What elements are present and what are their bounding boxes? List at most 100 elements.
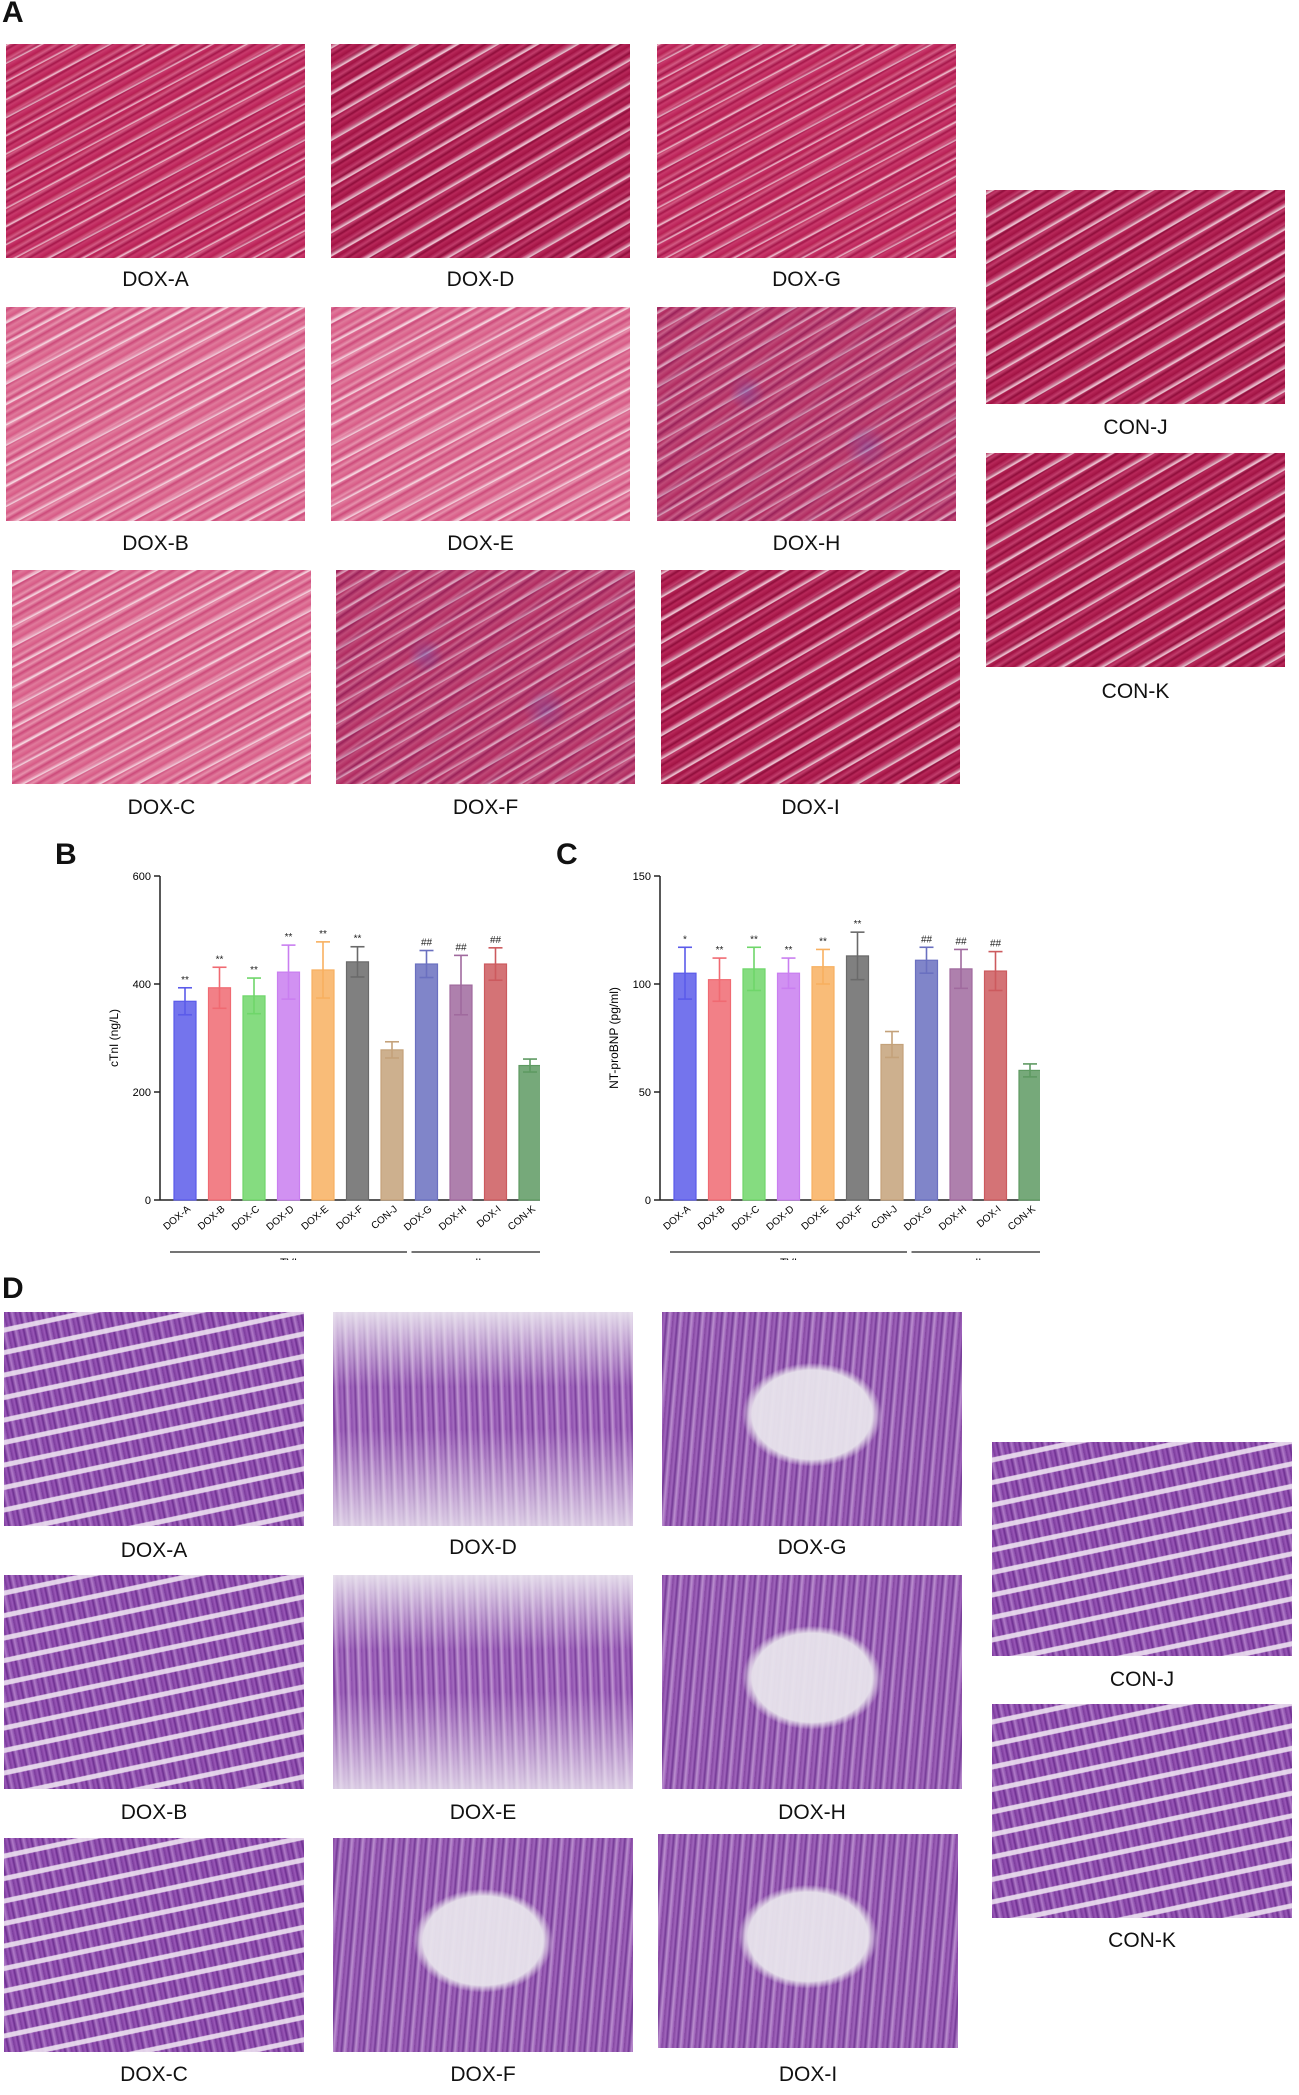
panel-c-letter: C — [556, 838, 578, 871]
group-label-ii: II — [975, 1257, 981, 1260]
significance-mark: ** — [181, 975, 189, 986]
bar-dox-d — [776, 972, 801, 1201]
significance-mark: ** — [250, 965, 258, 976]
bar-dox-h — [949, 968, 973, 1201]
histology-image-heart-dox-c — [12, 570, 311, 784]
bar-dox-f — [345, 961, 370, 1201]
significance-mark: ** — [854, 919, 862, 930]
x-tick-label: DOX-D — [765, 1204, 797, 1233]
x-tick-label: DOX-F — [335, 1204, 366, 1232]
caption-heart-con-k: CON-K — [1101, 680, 1170, 703]
bar-con-k — [518, 1064, 540, 1201]
histology-image-heart-dox-e — [331, 307, 630, 521]
caption-intestine-dox-e: DOX-E — [449, 1801, 517, 1824]
x-tick-label: DOX-F — [835, 1204, 866, 1232]
x-tick-label: DOX-H — [937, 1204, 969, 1233]
y-tick-label: 400 — [133, 979, 151, 991]
x-tick-label: DOX-C — [730, 1204, 762, 1233]
histology-image-intestine-dox-i — [658, 1834, 958, 2048]
caption-intestine-con-j: CON-J — [1109, 1668, 1175, 1691]
significance-mark: ## — [921, 934, 933, 945]
histology-image-heart-dox-i — [661, 570, 960, 784]
y-tick-label: 100 — [633, 979, 651, 991]
x-tick-label: CON-J — [869, 1204, 899, 1232]
x-tick-label: DOX-I — [475, 1204, 503, 1230]
bar-dox-a — [173, 1000, 197, 1201]
bar-dox-i — [983, 970, 1008, 1201]
caption-heart-dox-f: DOX-F — [452, 796, 519, 819]
caption-intestine-dox-i: DOX-I — [778, 2063, 838, 2086]
significance-mark: ** — [285, 932, 293, 943]
histology-image-intestine-dox-c — [4, 1838, 304, 2052]
bar-dox-c — [242, 995, 266, 1201]
significance-mark: ** — [819, 936, 827, 947]
y-tick-label: 200 — [133, 1087, 151, 1099]
significance-mark: * — [683, 934, 687, 945]
significance-mark: ** — [319, 929, 327, 940]
bar-dox-e — [311, 969, 335, 1201]
caption-intestine-dox-c: DOX-C — [120, 2063, 188, 2086]
caption-intestine-dox-a: DOX-A — [120, 1539, 188, 1562]
significance-mark: ** — [216, 954, 224, 965]
caption-heart-dox-a: DOX-A — [122, 268, 189, 291]
y-tick-label: 600 — [133, 871, 151, 883]
bar-dox-e — [811, 966, 835, 1201]
chart-ctni: 0 200 400 600 cTnI (ng/L) ** DOX-A ** DOX-B ** DOX… — [107, 871, 540, 1260]
x-tick-label: DOX-E — [300, 1204, 332, 1233]
x-tick-label: DOX-I — [975, 1204, 1003, 1230]
x-tick-label: DOX-A — [162, 1204, 194, 1233]
bar-dox-a — [673, 972, 697, 1201]
y-axis-label: cTnI (ng/L) — [107, 1009, 121, 1067]
y-axis-label: NT-proBNP (pg/ml) — [607, 987, 621, 1089]
x-tick-label: DOX-G — [902, 1204, 934, 1234]
bar-dox-d — [276, 971, 301, 1201]
histology-image-intestine-dox-h — [662, 1575, 962, 1789]
histology-image-heart-con-k — [986, 453, 1285, 667]
chart-nt-probnp: 0 50 100 150 NT-proBNP (pg/ml) * DOX-A ** DOX-B *… — [607, 871, 1040, 1260]
caption-intestine-dox-b: DOX-B — [120, 1801, 188, 1824]
panel-b-letter: B — [55, 838, 77, 871]
histology-image-intestine-dox-f — [333, 1838, 633, 2052]
histology-image-intestine-dox-g — [662, 1312, 962, 1526]
significance-mark: ** — [785, 945, 793, 956]
x-tick-label: DOX-E — [800, 1204, 832, 1233]
x-tick-label: DOX-B — [696, 1204, 728, 1233]
bar-dox-b — [207, 987, 232, 1201]
significance-mark: ** — [354, 934, 362, 945]
histology-image-intestine-dox-b — [4, 1575, 304, 1789]
significance-mark: ## — [455, 942, 467, 953]
histology-image-intestine-dox-d — [333, 1312, 633, 1526]
x-tick-label: DOX-H — [437, 1204, 469, 1233]
histology-image-intestine-con-j — [992, 1442, 1292, 1656]
significance-mark: ## — [421, 938, 433, 949]
x-tick-label: DOX-G — [402, 1204, 434, 1234]
significance-mark: ## — [490, 935, 502, 946]
histology-image-heart-con-j — [986, 190, 1285, 404]
caption-intestine-con-k: CON-K — [1108, 1929, 1176, 1952]
x-tick-label: CON-K — [1006, 1204, 1038, 1233]
group-label-ii: II — [475, 1257, 481, 1260]
x-tick-label: CON-J — [369, 1204, 399, 1232]
histology-image-heart-dox-g — [657, 44, 956, 258]
bar-con-j — [380, 1049, 404, 1201]
histology-image-heart-dox-a — [6, 44, 305, 258]
histology-image-intestine-dox-a — [4, 1312, 304, 1526]
y-tick-label: 0 — [645, 1195, 651, 1207]
y-tick-label: 50 — [639, 1087, 651, 1099]
significance-mark: ** — [750, 934, 758, 945]
bar-dox-g — [914, 959, 939, 1201]
bar-con-j — [880, 1043, 904, 1201]
bar-dox-c — [742, 968, 766, 1201]
group-label-tvi: TVI — [280, 1257, 297, 1260]
bar-dox-g — [414, 963, 439, 1201]
caption-heart-dox-c: DOX-C — [127, 796, 196, 819]
histology-image-heart-dox-f — [336, 570, 635, 784]
caption-heart-dox-d: DOX-D — [446, 268, 515, 291]
significance-mark: ## — [955, 936, 967, 947]
x-tick-label: DOX-C — [230, 1204, 262, 1233]
y-tick-label: 0 — [145, 1195, 151, 1207]
caption-heart-dox-g: DOX-G — [772, 268, 841, 291]
caption-intestine-dox-f: DOX-F — [450, 2063, 516, 2086]
bar-dox-b — [707, 979, 732, 1201]
x-tick-label: DOX-B — [196, 1204, 228, 1233]
